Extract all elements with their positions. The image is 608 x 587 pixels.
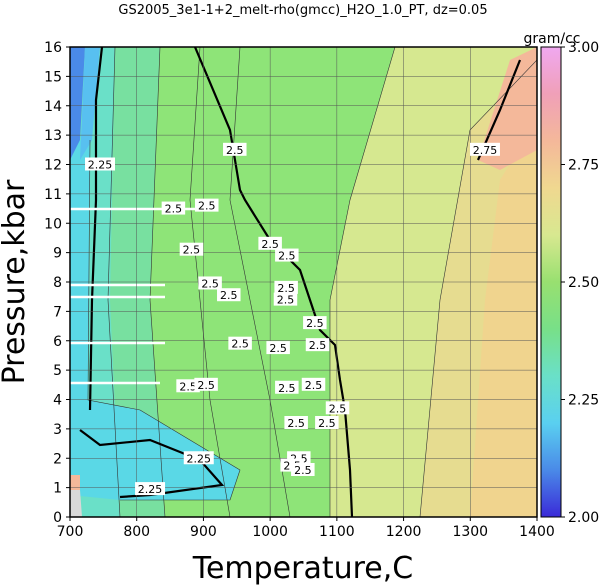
contour-label-bg — [217, 288, 241, 302]
x-tick-label: 700 — [57, 524, 84, 540]
x-tick-label: 1400 — [519, 524, 555, 540]
contour-label: 2.5 — [287, 417, 305, 430]
contour-label: 2.5 — [201, 277, 219, 290]
contour-label-bg — [135, 482, 166, 496]
colorbar-fill — [540, 46, 562, 518]
contour-label-bg — [266, 341, 290, 355]
colorbar-unit: gram/cc — [524, 31, 581, 47]
contour-2.25-upper — [88, 47, 104, 411]
contour-label: 2.25 — [187, 452, 212, 465]
y-axis-title: Pressure,kbar — [0, 179, 32, 384]
contour-label-bg — [198, 276, 222, 290]
colorbar-ticks: 2.00 2.25 2.50 2.75 3.00 — [561, 40, 599, 526]
contour-label-bg — [176, 379, 200, 393]
chart-title: GS2005_3e1-1+2_melt-rho(gmcc)_H2O_1.0_PT… — [118, 3, 487, 18]
y-tick-label: 1 — [53, 481, 62, 497]
contour-label: 2.5 — [277, 294, 295, 307]
contour-label-bg — [273, 292, 298, 306]
contour-label: 2.5 — [278, 250, 296, 263]
contour-label-bg — [228, 336, 252, 350]
contour-label-bg — [275, 248, 299, 262]
contour-label: 2.5 — [269, 342, 287, 355]
contour-label: 2.5 — [261, 238, 279, 251]
x-axis-ticks: 700 800 900 1000 1100 1200 1300 1400 — [57, 517, 555, 540]
contour-label: 2.5 — [329, 402, 347, 415]
contour-label: 2.5 — [277, 282, 295, 295]
contour-label-bg — [284, 416, 308, 429]
x-axis-title: Temperature,C — [192, 551, 414, 586]
contour-label: 2.5 — [197, 379, 215, 392]
y-tick-label: 14 — [44, 99, 62, 115]
colorbar-tick-label: 2.75 — [568, 158, 599, 174]
contour-label: 2.5 — [183, 244, 201, 257]
contour-label: 2.5 — [226, 144, 244, 157]
x-tick-label: 800 — [123, 524, 150, 540]
contour-label-bg — [223, 142, 247, 156]
y-tick-label: 7 — [53, 304, 62, 320]
contour-label-bg — [258, 236, 282, 250]
contour-label-bg — [303, 316, 327, 330]
y-tick-label: 0 — [53, 510, 62, 526]
contour-label-bg — [275, 380, 299, 394]
x-tick-label: 1300 — [452, 524, 488, 540]
contour-label: 2.25 — [88, 159, 113, 172]
contour-label: 2.5 — [309, 339, 327, 352]
y-tick-label: 15 — [44, 69, 62, 85]
contour-label: 2.5 — [231, 338, 249, 351]
contour-label-bg — [291, 463, 315, 476]
y-tick-label: 3 — [53, 422, 62, 438]
contour-label-bg — [194, 377, 218, 391]
y-tick-label: 12 — [44, 158, 62, 174]
x-tick-label: 1200 — [386, 524, 422, 540]
colorbar-tick-label: 3.00 — [568, 40, 599, 56]
contour-label-bg — [161, 201, 186, 215]
contour-label-bg — [195, 198, 219, 212]
colorbar-tick-label: 2.00 — [568, 510, 599, 526]
contour-label-bg — [85, 157, 116, 171]
plot-grid — [70, 47, 537, 517]
contour-label-bg — [315, 416, 339, 429]
colorbar-tick-label: 2.50 — [568, 275, 599, 291]
contour-label: 2.75 — [473, 144, 498, 157]
contour-label-bg — [305, 338, 330, 352]
y-tick-label: 16 — [44, 40, 62, 56]
contour-label-bg — [325, 401, 350, 415]
y-tick-label: 6 — [53, 334, 62, 350]
y-tick-label: 9 — [53, 246, 62, 262]
contour-label: 2.5 — [278, 382, 296, 395]
contour-label-bg — [274, 280, 298, 294]
contour-label-bg — [183, 451, 214, 465]
contour-label: 2.5 — [198, 200, 216, 213]
y-tick-label: 8 — [53, 275, 62, 291]
contour-label-bg — [469, 142, 500, 156]
contour-label: 2.5 — [294, 464, 312, 477]
contour-label: 2.5 — [179, 380, 197, 393]
x-tick-label: 900 — [190, 524, 217, 540]
colorbar: gram/cc 2.00 2.25 2.50 2.75 3.00 — [524, 31, 600, 526]
contour-label: 2.5 — [318, 417, 336, 430]
contour-label-bg — [301, 377, 326, 391]
y-tick-label: 5 — [53, 363, 62, 379]
colorbar-tick-label: 2.25 — [568, 393, 599, 409]
contour-label: 2.5 — [306, 317, 324, 330]
contour-labels: 2.252.252.252.52.52.52.52.52.52.5 2.52.5 2… — [85, 142, 500, 496]
y-tick-label: 11 — [44, 187, 62, 203]
y-tick-label: 4 — [53, 393, 62, 409]
contour-label: 2.5 — [305, 379, 323, 392]
contour-label: 2.25 — [138, 483, 163, 496]
contour-label-bg — [179, 242, 204, 256]
contour-label: 2.5 — [220, 289, 238, 302]
y-tick-label: 2 — [53, 451, 62, 467]
y-tick-label: 13 — [44, 128, 62, 144]
y-tick-label: 10 — [44, 216, 62, 232]
contour-label: 2.5 — [165, 203, 183, 216]
x-tick-label: 1100 — [319, 524, 355, 540]
x-tick-label: 1000 — [252, 524, 288, 540]
